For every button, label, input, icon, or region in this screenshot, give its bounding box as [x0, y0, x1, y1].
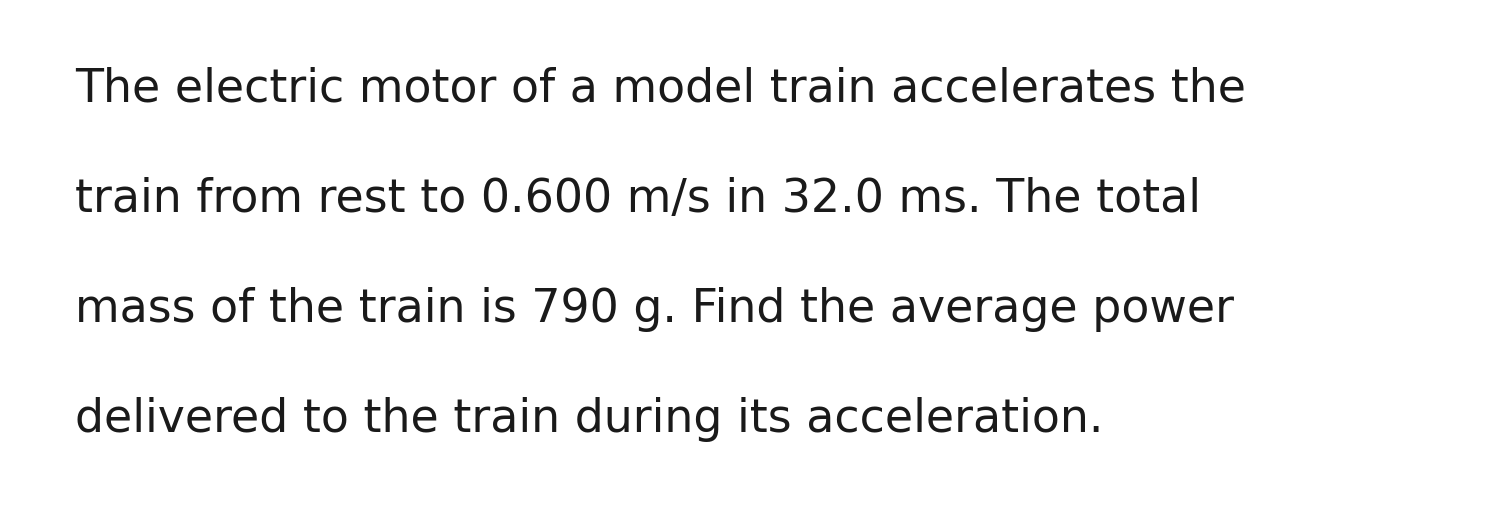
Text: train from rest to 0.600 m/s in 32.0 ms. The total: train from rest to 0.600 m/s in 32.0 ms.…: [75, 177, 1202, 222]
Text: mass of the train is 790 g. Find the average power: mass of the train is 790 g. Find the ave…: [75, 287, 1234, 332]
Text: delivered to the train during its acceleration.: delivered to the train during its accele…: [75, 397, 1104, 442]
Text: The electric motor of a model train accelerates the: The electric motor of a model train acce…: [75, 67, 1246, 112]
